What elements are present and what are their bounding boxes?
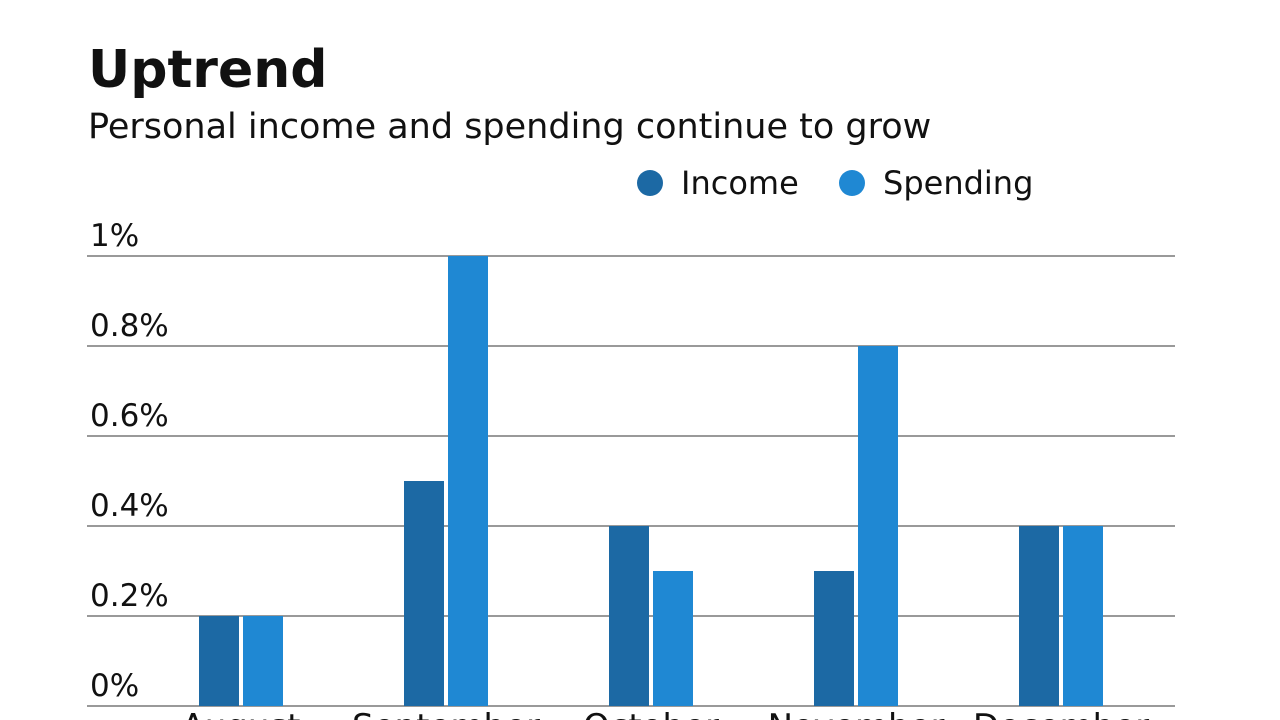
y-tick-label: 0.2% bbox=[90, 578, 169, 614]
bar bbox=[1019, 526, 1059, 706]
legend-swatch bbox=[839, 170, 865, 196]
x-tick-label: September bbox=[352, 707, 540, 720]
x-tick-label: December bbox=[973, 707, 1149, 720]
y-tick-label: 0.8% bbox=[90, 308, 169, 344]
x-tick-label: October bbox=[583, 707, 719, 720]
bar bbox=[404, 481, 444, 706]
bar bbox=[199, 616, 239, 706]
bar bbox=[609, 526, 649, 706]
x-tick-label: August bbox=[182, 707, 301, 720]
y-tick-label: 1% bbox=[90, 218, 139, 254]
bar bbox=[653, 571, 693, 706]
bar bbox=[448, 256, 488, 706]
x-tick-label: November bbox=[768, 707, 945, 720]
y-tick-label: 0% bbox=[90, 668, 139, 704]
bar bbox=[1063, 526, 1103, 706]
chart-subtitle: Personal income and spending continue to… bbox=[88, 107, 931, 147]
legend-label: Spending bbox=[883, 164, 1033, 202]
bar bbox=[243, 616, 283, 706]
y-tick-label: 0.4% bbox=[90, 488, 169, 524]
bar bbox=[814, 571, 854, 706]
y-tick-label: 0.6% bbox=[90, 398, 169, 434]
legend-label: Income bbox=[681, 164, 799, 202]
chart-title: Uptrend bbox=[88, 40, 327, 100]
legend-swatch bbox=[637, 170, 663, 196]
bar bbox=[858, 346, 898, 706]
